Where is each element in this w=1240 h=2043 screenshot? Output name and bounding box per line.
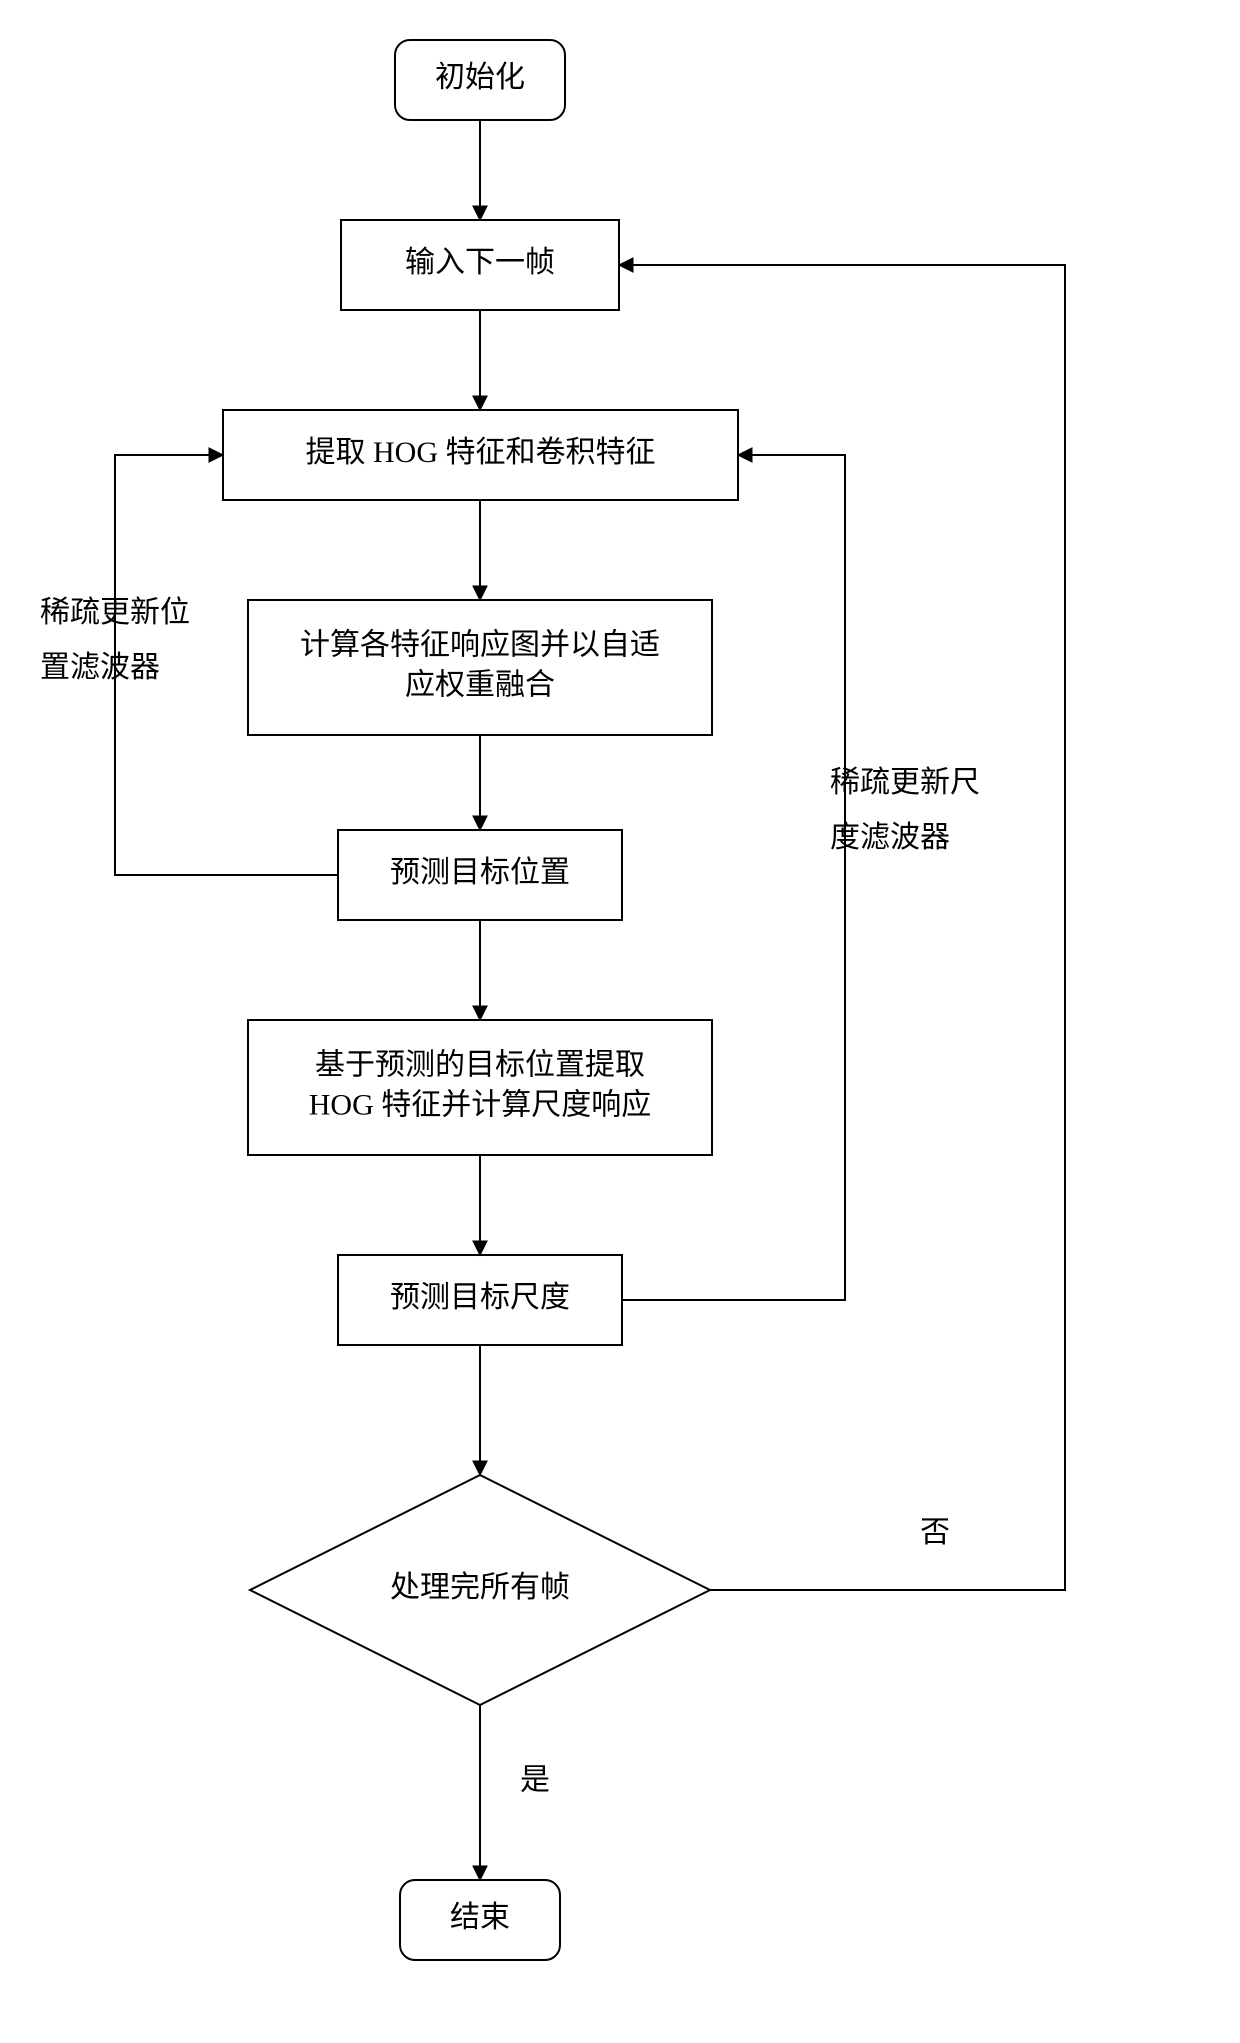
node-decision-label: 处理完所有帧: [390, 1571, 570, 1604]
edge-right-feedback: [622, 455, 845, 1300]
label-right-upd-2: 度滤波器: [830, 821, 950, 854]
node-end-label: 结束: [450, 1901, 510, 1934]
node-predict-scale-label: 预测目标尺度: [390, 1281, 570, 1314]
node-start-label: 初始化: [435, 61, 525, 94]
node-hog-scale-label-1: 基于预测的目标位置提取: [315, 1048, 645, 1081]
label-left-upd-1: 稀疏更新位: [40, 596, 190, 629]
label-left-upd-2: 置滤波器: [40, 651, 160, 684]
label-right-upd-1: 稀疏更新尺: [830, 766, 980, 799]
node-fuse-label-1: 计算各特征响应图并以自适: [300, 628, 660, 661]
node-fuse-label-2: 应权重融合: [405, 668, 555, 701]
node-extract-label: 提取 HOG 特征和卷积特征: [306, 436, 656, 469]
node-predict-position-label: 预测目标位置: [390, 856, 570, 889]
label-yes: 是: [520, 1763, 550, 1796]
node-hog-scale-label-2: HOG 特征并计算尺度响应: [309, 1088, 652, 1121]
node-input-label: 输入下一帧: [405, 246, 555, 279]
label-no: 否: [920, 1516, 950, 1549]
flowchart-svg: 初始化输入下一帧提取 HOG 特征和卷积特征计算各特征响应图并以自适应权重融合预…: [0, 0, 1240, 2043]
